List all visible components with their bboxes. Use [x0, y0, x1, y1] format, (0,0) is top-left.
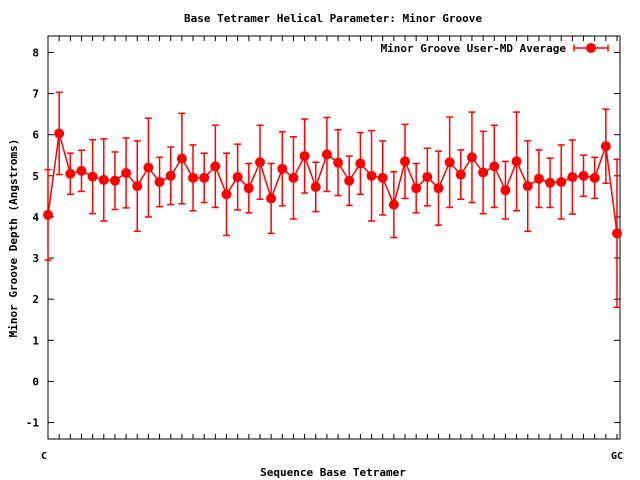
data-point [121, 167, 132, 178]
x-axis-category-labels: C GC [41, 451, 623, 462]
data-point [76, 165, 87, 176]
data-point [254, 157, 265, 168]
data-point [511, 156, 522, 167]
data-point [612, 228, 622, 239]
data-point [176, 153, 187, 164]
data-point [355, 158, 366, 169]
data-point [54, 128, 65, 139]
data-point [321, 149, 332, 160]
y-tick-label: 0 [32, 375, 39, 388]
legend: Minor Groove User-MD Average [381, 42, 609, 55]
data-point [109, 175, 120, 186]
data-point [466, 152, 477, 163]
x-category-label: GC [611, 451, 623, 462]
data-point [333, 157, 344, 168]
data-point [65, 168, 76, 179]
data-point [589, 172, 600, 183]
data-point [455, 169, 466, 180]
y-tick-label: -1 [26, 417, 40, 430]
data-point [545, 177, 556, 188]
y-tick-label: 8 [32, 46, 39, 59]
data-point [188, 172, 199, 183]
data-points [43, 128, 622, 239]
data-point [232, 172, 243, 183]
data-point [288, 172, 299, 183]
data-point [567, 172, 578, 183]
y-tick-label: 5 [32, 170, 39, 183]
legend-label: Minor Groove User-MD Average [381, 42, 567, 55]
data-point [165, 170, 176, 181]
data-point [522, 181, 533, 192]
y-tick-label: 6 [32, 129, 39, 142]
plot-frame [47, 35, 621, 440]
y-tick-label: 7 [32, 88, 39, 101]
data-point [377, 172, 388, 183]
data-point [43, 209, 53, 220]
data-point [411, 183, 422, 194]
y-tick-label: 3 [32, 252, 39, 265]
data-point [578, 170, 589, 181]
data-point [243, 183, 254, 194]
x-axis-ticks [47, 36, 618, 439]
data-point [221, 189, 232, 200]
data-point [556, 176, 567, 187]
y-axis-label: Minor Groove Depth (Angstroms) [7, 139, 20, 338]
data-point [310, 181, 321, 192]
data-point [277, 163, 288, 174]
x-category-label: C [41, 451, 47, 462]
chart-title: Base Tetramer Helical Parameter: Minor G… [184, 12, 482, 25]
data-point [422, 172, 433, 183]
y-tick-label: 2 [32, 293, 39, 306]
y-tick-label: 4 [32, 211, 39, 224]
data-point [210, 161, 221, 172]
data-point [199, 172, 210, 183]
data-point [154, 176, 165, 187]
data-point [388, 199, 399, 210]
x-axis-label: Sequence Base Tetramer [260, 466, 406, 479]
error-bars [44, 91, 621, 309]
data-point [266, 193, 277, 204]
data-point [489, 161, 500, 172]
data-point [98, 174, 109, 185]
data-point [87, 171, 98, 182]
legend-marker [586, 43, 596, 53]
y-axis-ticks: -1 0 1 2 3 4 5 6 7 8 [26, 46, 620, 430]
data-point [132, 181, 143, 192]
data-point [444, 157, 455, 168]
data-point [366, 170, 377, 181]
y-tick-label: 1 [32, 334, 39, 347]
data-point [500, 185, 511, 196]
data-point [600, 141, 611, 152]
data-point [143, 162, 154, 173]
data-point [299, 151, 310, 162]
data-point [478, 167, 489, 178]
data-point [400, 156, 411, 167]
data-point [344, 175, 355, 186]
data-point [533, 173, 544, 184]
data-point [433, 183, 444, 194]
series-line [47, 133, 618, 234]
